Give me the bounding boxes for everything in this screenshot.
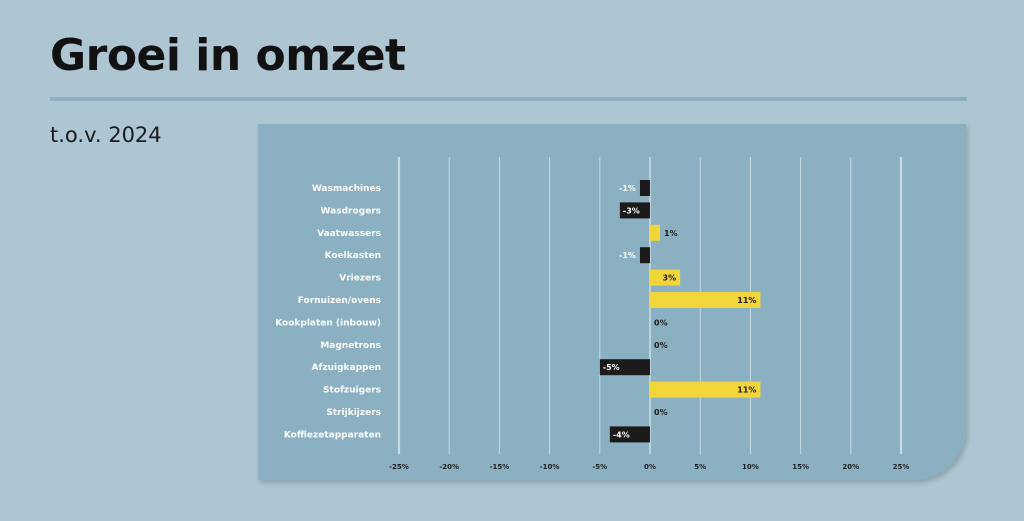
category-label: Afzuigkappen xyxy=(311,363,381,373)
bar xyxy=(639,247,650,264)
chart-subtitle: t.o.v. 2024 xyxy=(50,123,162,147)
category-label: Fornuizen/ovens xyxy=(298,296,381,306)
value-label: 0% xyxy=(654,341,668,350)
category-label: Strijkijzers xyxy=(326,408,381,418)
value-label: -5% xyxy=(603,363,620,372)
x-tick-label: 20% xyxy=(842,463,859,471)
bar xyxy=(650,224,661,241)
value-label: -4% xyxy=(613,430,630,439)
value-label: -3% xyxy=(623,206,640,215)
category-label: Magnetrons xyxy=(320,341,381,351)
bar xyxy=(599,359,650,376)
category-label: Wasmachines xyxy=(312,184,381,194)
category-label: Vaatwassers xyxy=(317,229,381,239)
title-divider xyxy=(50,97,967,101)
x-tick-label: 15% xyxy=(792,463,809,471)
x-tick-label: -25% xyxy=(389,463,409,471)
page-title: Groei in omzet xyxy=(50,30,406,81)
value-label: -1% xyxy=(619,184,636,193)
category-label: Kookplaten (inbouw) xyxy=(275,318,381,328)
x-tick-label: -15% xyxy=(490,463,510,471)
category-label: Koffiezetapparaten xyxy=(284,430,381,440)
bar xyxy=(650,269,681,286)
value-label: 1% xyxy=(664,229,678,238)
x-tick-label: 0% xyxy=(644,463,656,471)
category-label: Wasdrogers xyxy=(321,206,381,216)
x-tick-label: 25% xyxy=(893,463,910,471)
value-label: 11% xyxy=(737,386,756,395)
value-label: 0% xyxy=(654,318,668,327)
value-label: -1% xyxy=(619,251,636,260)
category-label: Vriezers xyxy=(339,274,381,284)
value-label: 11% xyxy=(737,296,756,305)
chart-card: Wasmachines -1% Wasdrogers -3% Vaatwassers 1%… xyxy=(258,124,966,480)
x-tick-label: 5% xyxy=(694,463,706,471)
bar xyxy=(650,381,761,398)
x-tick-label: -20% xyxy=(439,463,459,471)
bar xyxy=(650,292,761,308)
value-label: 3% xyxy=(663,274,677,283)
category-label: Koelkasten xyxy=(325,251,381,261)
x-tick-label: -10% xyxy=(540,463,560,471)
category-label: Stofzuigers xyxy=(323,386,381,396)
bar xyxy=(619,202,650,219)
bar xyxy=(639,180,650,196)
x-tick-label: 10% xyxy=(742,463,759,471)
bar-chart: Wasmachines -1% Wasdrogers -3% Vaatwassers 1%… xyxy=(275,157,910,471)
x-tick-label: -5% xyxy=(592,463,607,471)
value-label: 0% xyxy=(654,408,668,417)
bar xyxy=(609,426,650,443)
